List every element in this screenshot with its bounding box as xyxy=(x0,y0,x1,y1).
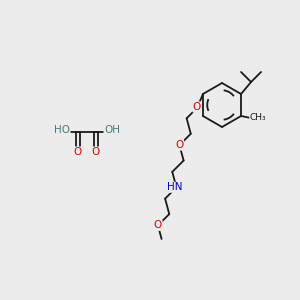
Text: OH: OH xyxy=(104,125,120,135)
Text: O: O xyxy=(92,147,100,157)
Text: O: O xyxy=(175,140,184,150)
Text: CH₃: CH₃ xyxy=(250,113,266,122)
Text: HO: HO xyxy=(54,125,70,135)
Text: O: O xyxy=(74,147,82,157)
Text: O: O xyxy=(193,102,201,112)
Text: O: O xyxy=(154,220,162,230)
Text: HN: HN xyxy=(167,182,182,192)
